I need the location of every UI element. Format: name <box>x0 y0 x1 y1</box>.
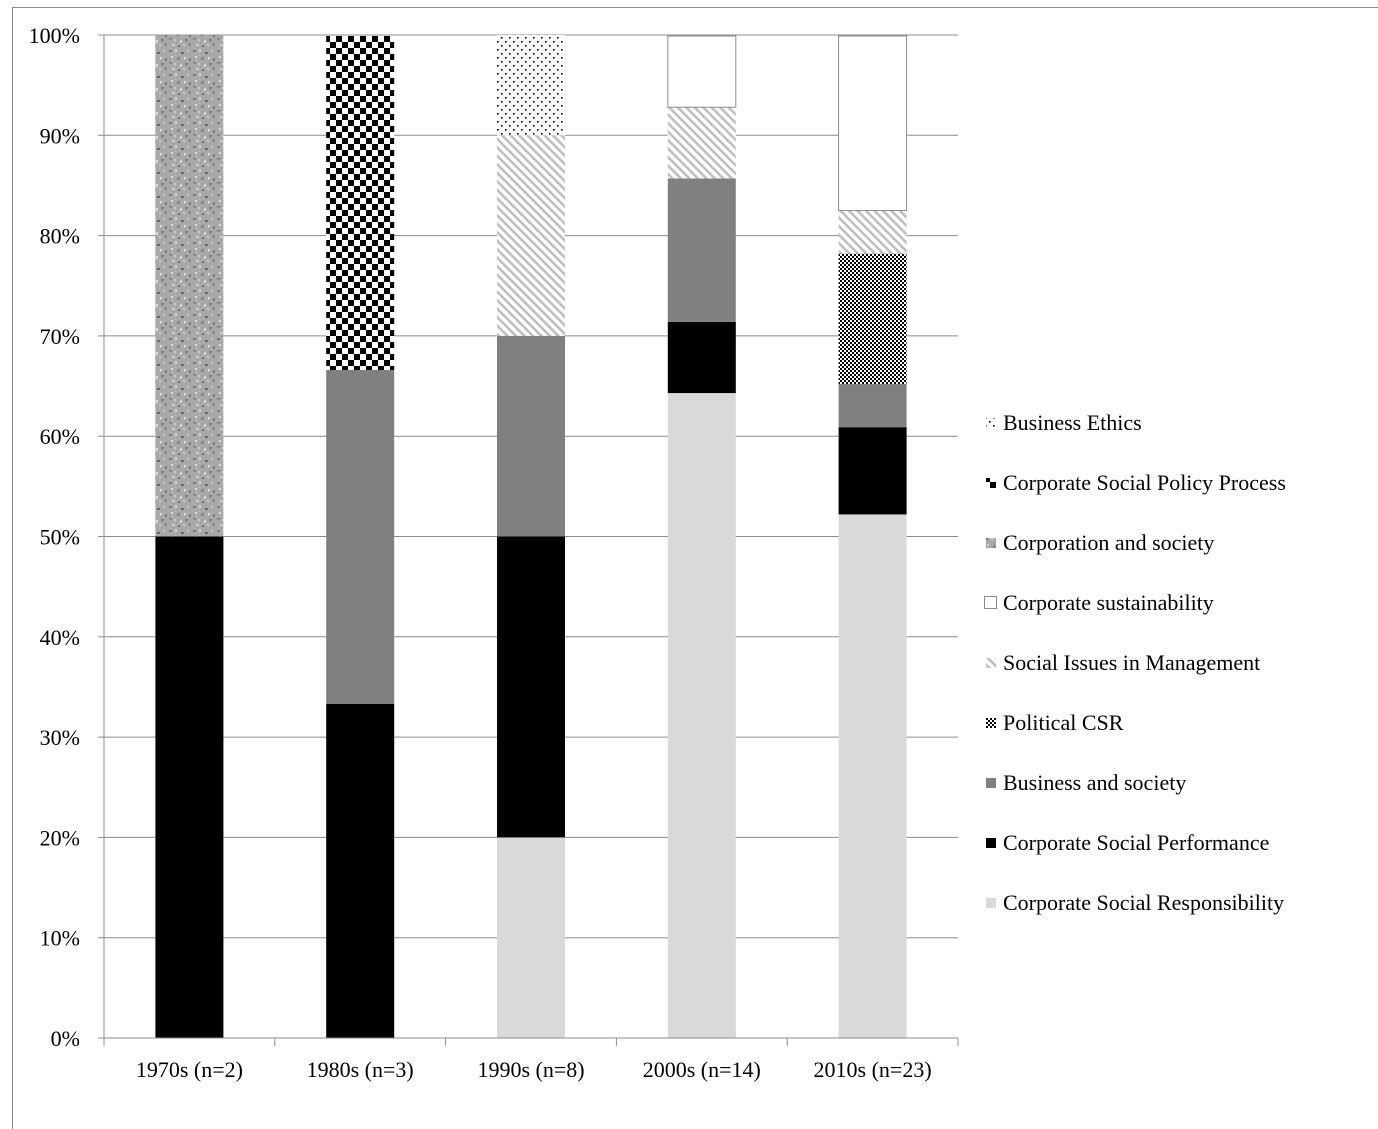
legend-swatch <box>986 898 996 908</box>
axes <box>98 34 959 1046</box>
legend-label: Social Issues in Management <box>1003 650 1261 675</box>
legend-swatch <box>986 838 996 848</box>
legend-swatch <box>986 478 996 488</box>
bar-segment <box>667 35 737 108</box>
legend-swatch <box>986 718 996 728</box>
bar-segment <box>497 135 565 336</box>
y-tick-label: 40% <box>40 625 80 650</box>
bars <box>155 35 908 1038</box>
legend: Business Ethics Corporate Social Policy P… <box>984 393 1374 933</box>
bar-segment <box>155 536 224 1038</box>
y-tick-label: 60% <box>40 424 80 449</box>
legend-label: Business Ethics <box>1003 410 1142 435</box>
legend-item: Corporate Social Performance <box>984 813 1374 873</box>
bar-segment <box>497 837 565 1038</box>
legend-item: Corporation and society <box>984 513 1374 573</box>
y-tick-label: 0% <box>51 1026 80 1051</box>
legend-swatch <box>986 418 996 428</box>
legend-label: Corporate Social Performance <box>1003 830 1270 855</box>
x-tick-label: 1990s (n=8) <box>477 1057 584 1082</box>
legend-swatch <box>984 596 997 609</box>
bar-segment <box>838 514 907 1038</box>
legend-label: Political CSR <box>1003 710 1124 735</box>
legend-label: Business and society <box>1003 770 1187 795</box>
bar-segment <box>667 178 736 322</box>
legend-label: Corporate sustainability <box>1003 590 1214 615</box>
y-tick-label: 10% <box>40 926 80 951</box>
bar-segment <box>838 384 907 428</box>
bar-segment <box>838 210 907 254</box>
y-tick-label: 20% <box>40 825 80 850</box>
legend-item: Corporate Social Policy Process <box>984 453 1374 513</box>
bar-segment <box>155 35 224 537</box>
legend-item: Corporate sustainability <box>984 573 1374 633</box>
legend-item: Corporate Social Responsibility <box>984 873 1374 933</box>
legend-item: Business and society <box>984 753 1374 813</box>
legend-label: Corporation and society <box>1003 530 1215 555</box>
bar-segment <box>497 335 565 537</box>
y-tick-label: 80% <box>40 224 80 249</box>
y-tick-label: 30% <box>40 725 80 750</box>
x-tick-label: 2010s (n=23) <box>814 1057 932 1082</box>
legend-swatch <box>986 538 996 548</box>
y-tick-label: 50% <box>40 525 80 550</box>
y-tick-label: 90% <box>40 123 80 148</box>
x-tick-label: 1970s (n=2) <box>136 1057 243 1082</box>
legend-swatch <box>986 778 996 788</box>
bar-segment <box>497 536 565 838</box>
bar-segment <box>667 321 736 394</box>
legend-item: Business Ethics <box>984 393 1374 453</box>
bar-segment <box>667 393 736 1038</box>
bar-segment <box>326 370 395 705</box>
tick-labels: 0% 10% 20% 30% 40% 50% 60% 70% 80% 90% 100% 1970s (… <box>29 23 932 1082</box>
bar-segment <box>838 35 908 212</box>
bar-segment <box>497 35 565 136</box>
bar-segment <box>326 36 395 371</box>
legend-item: Political CSR <box>984 693 1374 753</box>
bar-segment <box>667 107 736 179</box>
bar-segment <box>326 704 395 1038</box>
y-tick-label: 70% <box>40 324 80 349</box>
legend-label: Corporate Social Responsibility <box>1003 890 1285 915</box>
legend-item: Social Issues in Management <box>984 633 1374 693</box>
chart-frame <box>12 7 1378 1129</box>
bar-segment <box>838 253 907 385</box>
bar-segment <box>838 427 907 515</box>
x-tick-label: 2000s (n=14) <box>643 1057 761 1082</box>
y-tick-label: 100% <box>29 23 80 48</box>
x-tick-label: 1980s (n=3) <box>307 1057 414 1082</box>
legend-swatch <box>986 658 996 668</box>
legend-label: Corporate Social Policy Process <box>1003 470 1286 495</box>
